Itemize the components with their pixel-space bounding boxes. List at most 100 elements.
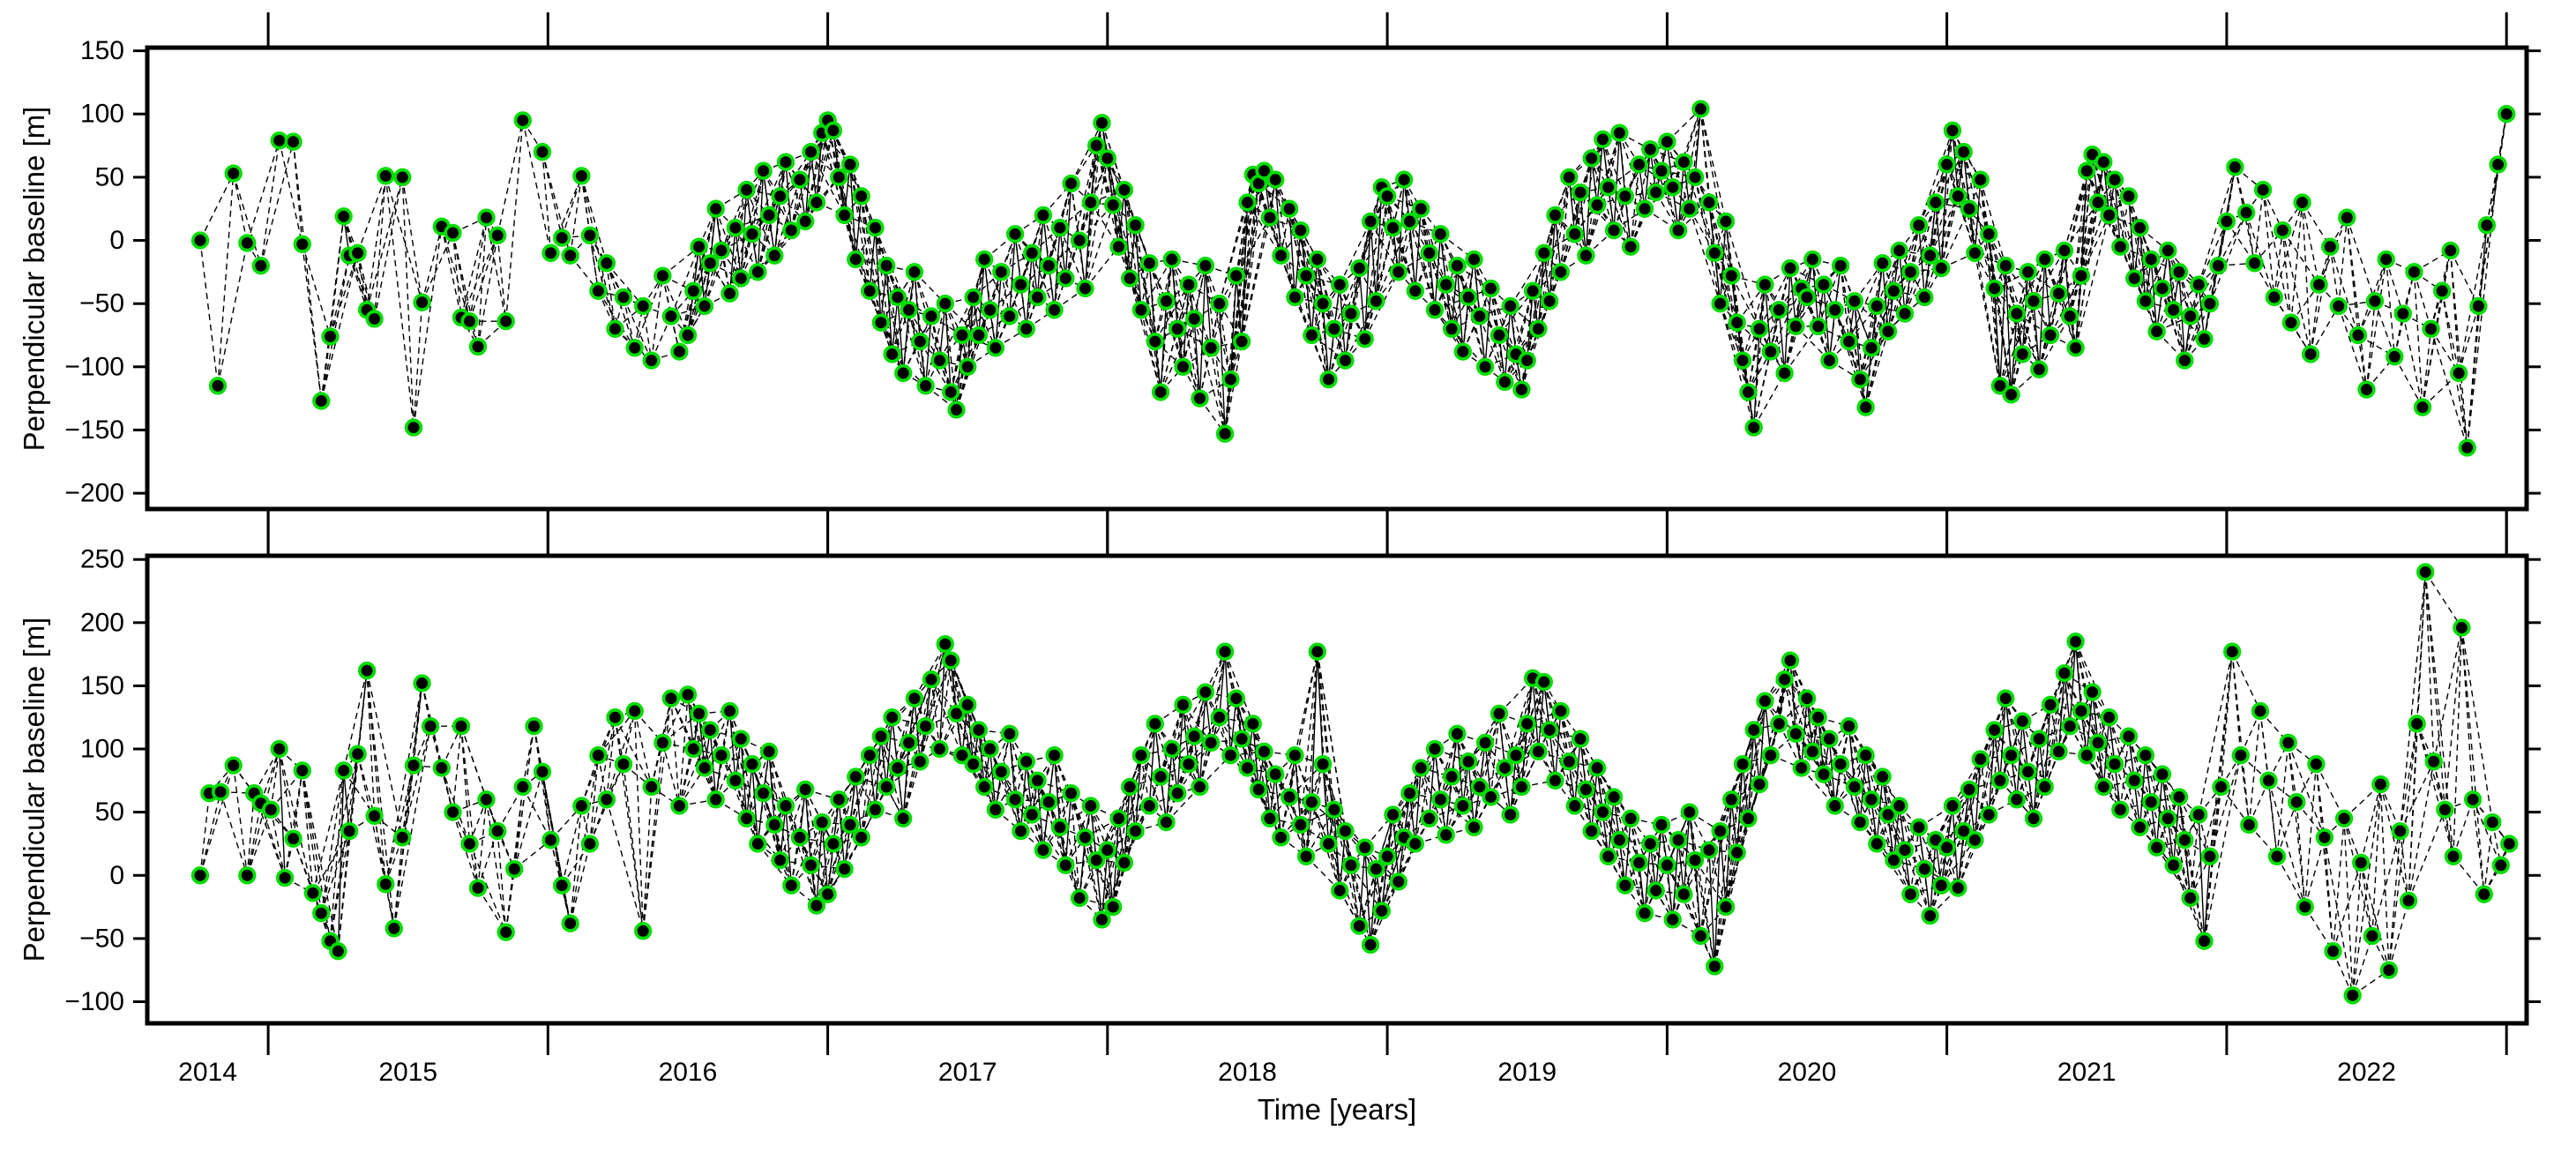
data-point [1215, 642, 1235, 661]
data-point [1990, 771, 2010, 790]
data-point [1191, 389, 1209, 408]
data-point [444, 223, 462, 243]
data-point [1630, 853, 1648, 872]
data-point [1594, 130, 1612, 149]
data-point [1162, 250, 1181, 269]
data-point [2111, 237, 2130, 256]
data-point [2307, 755, 2326, 774]
data-point [1534, 672, 1553, 692]
data-point [959, 695, 977, 715]
data-point [1040, 257, 1058, 275]
data-point [460, 835, 479, 853]
data-point [1885, 850, 1903, 870]
data-point [866, 800, 885, 819]
data-point [1540, 721, 1559, 739]
data-point [533, 143, 552, 161]
data-point [2094, 777, 2113, 797]
data-point [1851, 370, 1870, 389]
data-point [1646, 183, 1665, 202]
data-point [238, 234, 257, 252]
data-point [1140, 254, 1159, 273]
data-point [2259, 771, 2278, 790]
data-point [1781, 258, 1800, 278]
data-point [2105, 755, 2124, 774]
data-point [1652, 815, 1671, 835]
data-point [497, 312, 515, 331]
data-point [2159, 809, 2177, 827]
data-point [1938, 838, 1956, 857]
data-point [1057, 856, 1075, 874]
data-point [732, 730, 750, 748]
data-point [1540, 292, 1559, 311]
data-point [2393, 304, 2412, 323]
data-point [790, 170, 810, 189]
data-point [959, 357, 977, 376]
data-point [1336, 821, 1355, 841]
data-point [2131, 818, 2149, 836]
data-point [2088, 193, 2108, 212]
data-point [224, 164, 243, 183]
data-point [275, 868, 295, 887]
data-point [1109, 237, 1128, 256]
data-point [1126, 216, 1145, 235]
data-point [1291, 221, 1310, 240]
data-point [2181, 888, 2199, 908]
data-point [1901, 885, 1920, 903]
data-point [1770, 301, 1788, 319]
data-point [964, 755, 982, 774]
data-point [1115, 853, 1134, 872]
y-tick-label: 150 [80, 671, 124, 700]
data-point [670, 797, 689, 815]
data-point [1675, 153, 1693, 171]
data-point [561, 914, 579, 932]
data-point [1915, 859, 1934, 879]
data-point [894, 809, 913, 827]
data-point [1140, 797, 1159, 815]
data-point [802, 143, 820, 161]
data-point [1384, 805, 1402, 824]
data-point [1098, 149, 1116, 168]
y-axis-title-top-panel: Perpendicular baseline [m] [18, 106, 50, 451]
data-point [1680, 199, 1699, 218]
data-point [1400, 212, 1419, 231]
data-point [2288, 793, 2306, 812]
data-point [2240, 815, 2259, 835]
data-point [1437, 275, 1455, 294]
data-point [614, 755, 633, 774]
data-point [1174, 695, 1192, 715]
data-point [1932, 876, 1951, 895]
data-point [444, 803, 462, 821]
data-point [1921, 906, 1939, 925]
data-point [2363, 926, 2382, 946]
data-point [900, 733, 918, 752]
data-point [911, 332, 930, 351]
data-point [1699, 841, 1719, 859]
data-point [1739, 383, 1758, 401]
data-point [2002, 746, 2020, 765]
data-point [2324, 942, 2342, 961]
data-point [1034, 206, 1053, 225]
x-tick-label-2014: 2014 [178, 1058, 237, 1087]
data-point [2253, 181, 2273, 199]
x-tick-label-2020: 2020 [1777, 1058, 1837, 1087]
data-point [1635, 904, 1654, 923]
data-point [1845, 292, 1864, 311]
data-point [771, 850, 789, 870]
data-point [580, 226, 600, 244]
data-point [365, 806, 384, 826]
data-point [1034, 841, 1053, 859]
data-point [2379, 961, 2399, 979]
data-point [1971, 750, 1990, 768]
data-point [2013, 712, 2032, 730]
data-point [2136, 746, 2155, 765]
data-point [1232, 730, 1251, 748]
data-point [614, 288, 633, 307]
data-point [1518, 351, 1536, 370]
data-point [1594, 803, 1612, 821]
data-point [1711, 821, 1729, 841]
data-point [1610, 831, 1629, 850]
data-point [1475, 357, 1495, 376]
data-point [1616, 876, 1634, 895]
data-point [1971, 170, 1990, 189]
